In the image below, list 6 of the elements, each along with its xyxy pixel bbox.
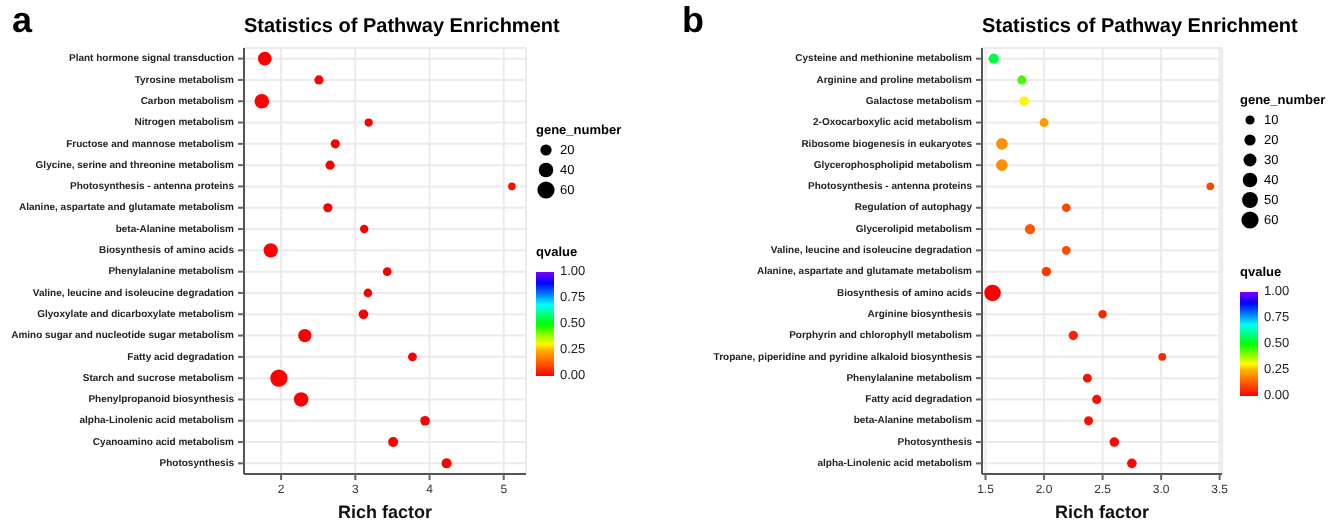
- x-axis-title: Rich factor: [1054, 502, 1150, 522]
- x-axis-title: Rich factor: [337, 502, 433, 522]
- chart-title: Statistics of Pathway Enrichment: [982, 16, 1298, 38]
- text: a: [12, 0, 33, 42]
- chart-title: Statistics of Pathway Enrichment: [244, 16, 560, 38]
- text: b: [682, 0, 704, 42]
